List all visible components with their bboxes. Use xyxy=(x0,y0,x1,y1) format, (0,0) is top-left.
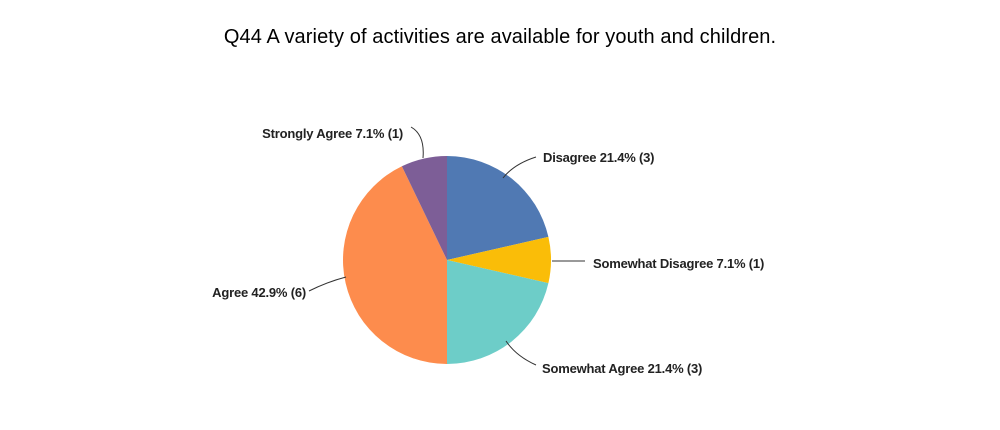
leader-line-strongly-agree xyxy=(410,126,424,159)
pie-slice-disagree xyxy=(447,156,549,260)
leader-line-agree xyxy=(308,276,347,292)
leader-line-disagree xyxy=(502,156,537,179)
chart-title: Q44 A variety of activities are availabl… xyxy=(223,26,777,48)
pie-slice-agree xyxy=(343,166,447,364)
leader-line-somewhat-agree xyxy=(505,340,537,366)
pie-slice-somewhat-disagree xyxy=(447,236,551,284)
pie-slice-strongly-agree xyxy=(401,156,447,260)
pie-slice-somewhat-agree xyxy=(447,260,549,364)
